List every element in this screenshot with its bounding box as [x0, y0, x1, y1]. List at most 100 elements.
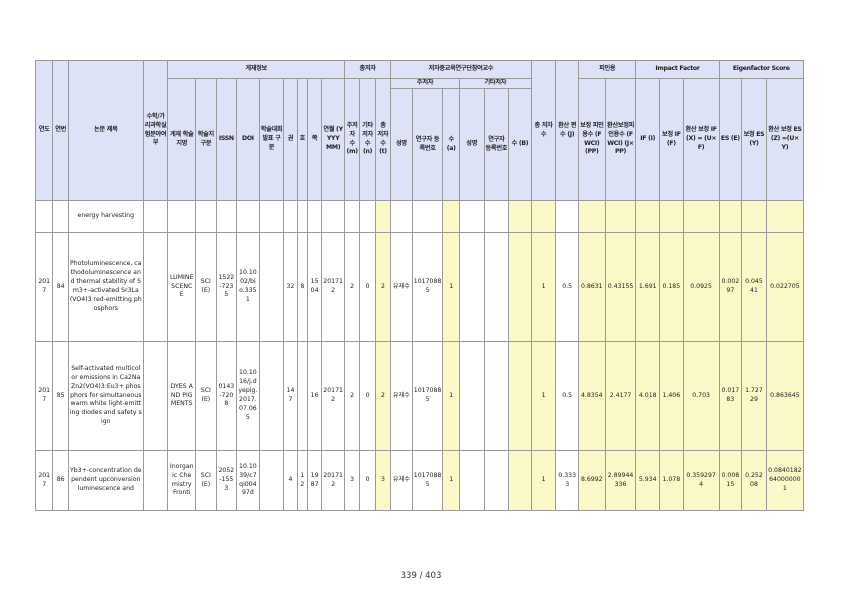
cell-if-conv	[682, 200, 720, 233]
cell-issue: 12	[296, 450, 308, 511]
table-row: 2017 84 Photoluminescence, cathodolumine…	[34, 232, 805, 342]
header-es: ES (E)	[718, 78, 743, 201]
header-page: 쪽	[306, 78, 323, 201]
cell-seq	[52, 200, 69, 233]
cell-doi: 10.1016/j.dyepig.2017.07.065	[236, 341, 260, 451]
cell-journal: LUMINESCENCE	[167, 232, 197, 342]
cell-name2	[458, 341, 485, 451]
cell-issn	[215, 200, 238, 233]
cell-total: 1	[530, 450, 557, 511]
cell-reg2	[483, 232, 510, 342]
table-row: 2017 86 Yb3+-concentration dependent upc…	[34, 450, 805, 511]
header-citation-group: 피인용	[577, 60, 637, 79]
header-total-authors: 총 저자수 (t)	[374, 78, 392, 201]
header-if-adj: 보정 IF (F)	[659, 78, 684, 201]
cell-page	[306, 200, 323, 233]
page-number: 339 / 403	[400, 571, 442, 581]
cell-discipline	[258, 232, 285, 342]
performance-table: 연도 연번 논문 제목 수학/가리과학실험분야여부 게재정보 총저자 저자중교육…	[34, 60, 805, 511]
cell-issue	[296, 200, 308, 233]
cell-if	[635, 200, 661, 233]
header-es-group: Eigenfactor Score	[718, 60, 805, 79]
header-main-sub: 주저자	[390, 78, 460, 89]
header-count-b: 수 (B)	[508, 88, 532, 201]
cell-category: SCI(E)	[195, 232, 217, 342]
cell-es-conv: 0.0840182640000001	[765, 450, 805, 511]
cell-name: 유재수	[390, 232, 413, 342]
cell-total	[530, 200, 557, 233]
header-discipline: 학술대회발표 구분	[258, 78, 285, 201]
cell-m: 2	[343, 341, 361, 451]
header-participant-group: 저자중교육연구단참여교수	[390, 60, 532, 79]
cell-m: 2	[343, 232, 361, 342]
header-total-participant: 총 저자수	[530, 60, 557, 201]
cell-date: 201712	[321, 450, 345, 511]
cell-reg2	[483, 450, 510, 511]
cell-indicator	[142, 450, 169, 511]
cell-year	[34, 200, 54, 233]
header-name1: 성명	[390, 88, 413, 201]
cell-name: 유재수	[390, 341, 413, 451]
cell-journal	[167, 200, 197, 233]
cell-es-adj: 1.72729	[741, 341, 767, 451]
cell-issn: 2052-1553	[215, 450, 238, 511]
cell-es: 0.00297	[718, 232, 743, 342]
header-if: IF (I)	[635, 78, 661, 201]
cell-year: 2017	[34, 450, 54, 511]
header-doi: DOI	[236, 78, 260, 201]
cell-title: Photoluminescence, cathodoluminescence a…	[67, 232, 144, 342]
header-count-a: 수 (a)	[442, 88, 460, 201]
cell-total: 1	[530, 232, 557, 342]
cell-indicator	[142, 232, 169, 342]
cell-name2	[458, 232, 485, 342]
cell-j: 0.5	[555, 341, 579, 451]
cell-fwci-conv: 2.4177	[604, 341, 637, 451]
cell-page: 1987	[306, 450, 323, 511]
cell-n	[359, 200, 376, 233]
header-journal: 게재 학술지명	[167, 78, 197, 201]
cell-es-adj: 0.25208	[741, 450, 767, 511]
cell-page: 1504	[306, 232, 323, 342]
table-row: 2017 85 Self-activated multicolor emissi…	[34, 341, 805, 451]
cell-if-adj: 1.406	[659, 341, 684, 451]
cell-b	[508, 341, 532, 451]
cell-title: Self-activated multicolor emissions in C…	[67, 341, 144, 451]
cell-name	[390, 200, 413, 233]
header-if-conv: 환산 보정 IF(X) = (U×F)	[682, 78, 720, 201]
cell-if: 5.934	[635, 450, 661, 511]
cell-seq: 85	[52, 341, 69, 451]
paper-performance-table: 연도 연번 논문 제목 수학/가리과학실험분야여부 게재정보 총저자 저자중교육…	[34, 60, 805, 511]
cell-title: Yb3+-concentration dependent upconversio…	[67, 450, 144, 511]
cell-reg: 10170885	[411, 450, 444, 511]
header-publication-info: 게재정보	[167, 60, 345, 79]
cell-if: 1.691	[635, 232, 661, 342]
cell-if-adj	[659, 200, 684, 233]
header-indicator: 수학/가리과학실험분야여부	[142, 60, 169, 201]
cell-fwci	[577, 200, 606, 233]
cell-title: energy harvesting	[67, 200, 144, 233]
cell-n: 0	[359, 232, 376, 342]
cell-n: 0	[359, 341, 376, 451]
cell-n: 0	[359, 450, 376, 511]
header-other-sub: 기타저자	[458, 78, 532, 89]
header-title: 논문 제목	[67, 60, 144, 201]
cell-name2	[458, 450, 485, 511]
cell-discipline	[258, 450, 285, 511]
header-converted: 환산 편수 (J)	[555, 60, 579, 201]
cell-indicator	[142, 200, 169, 233]
cell-a: 1	[442, 341, 460, 451]
cell-seq: 84	[52, 232, 69, 342]
header-fwci-conv: 환산보정피인용수 (FWCI) (J×PP)	[604, 78, 637, 201]
cell-if-adj: 1.078	[659, 450, 684, 511]
cell-total: 1	[530, 341, 557, 451]
cell-category: SCI(E)	[195, 341, 217, 451]
cell-name2	[458, 200, 485, 233]
header-seq: 연번	[52, 60, 69, 201]
cell-year: 2017	[34, 341, 54, 451]
cell-reg2	[483, 341, 510, 451]
cell-m: 3	[343, 450, 361, 511]
cell-volume	[283, 200, 298, 233]
cell-a: 1	[442, 232, 460, 342]
cell-m	[343, 200, 361, 233]
cell-reg	[411, 200, 444, 233]
